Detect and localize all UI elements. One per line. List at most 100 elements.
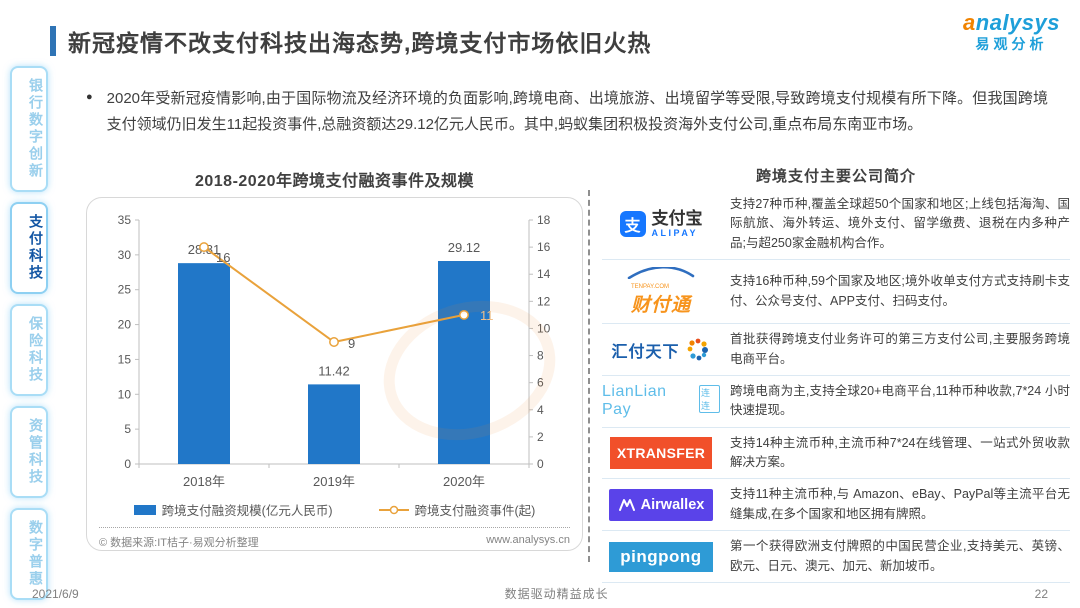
intro-block: ● 2020年受新冠疫情影响,由于国际物流及经济环境的负面影响,跨境电商、出境旅… — [86, 86, 1048, 137]
svg-text:10: 10 — [118, 387, 132, 401]
legend-item-line: 跨境支付融资事件(起) — [378, 500, 536, 519]
company-row-lianlian: LianLian Pay 连连 跨境电商为主,支持全球20+电商平台,11种币种… — [602, 376, 1070, 428]
svg-text:30: 30 — [118, 248, 132, 262]
company-description: 支持16种币种,59个国家及地区;境外收单支付方式支持刷卡支付、公众号支付、AP… — [730, 274, 1070, 308]
company-row-xtransfer: XTRANSFER 支持14种主流币种,主流币种7*24在线管理、一站式外贸收款… — [602, 428, 1070, 480]
alipay-logo: 支 支付宝 ALIPAY — [602, 208, 720, 239]
company-description: 跨境电商为主,支持全球20+电商平台,11种币种收款,7*24 小时快速提现。 — [730, 383, 1070, 418]
intro-text: 2020年受新冠疫情影响,由于国际物流及经济环境的负面影响,跨境电商、出境旅游、… — [106, 90, 1048, 133]
chart-canvas: 0510152025303502468101214161828.8111.422… — [118, 213, 551, 489]
svg-text:20: 20 — [118, 318, 132, 332]
airwallex-mark-icon — [618, 499, 635, 512]
companies-title: 跨境支付主要公司简介 — [755, 168, 916, 185]
pingpong-logo: pingpong — [602, 541, 720, 572]
x-label-2019年: 2019年 — [313, 474, 355, 489]
chart-source-row: © 数据来源:IT桔子·易观分析整理 www.analysys.cn — [99, 527, 570, 550]
lianlian-cn-badge: 连连 — [699, 385, 720, 414]
company-row-airwallex: Airwallex 支持11种主流币种,与 Amazon、eBay、PayPal… — [602, 479, 1070, 532]
sidebar-tab-insurance-tech[interactable]: 保险科技 — [10, 304, 48, 396]
svg-text:29.12: 29.12 — [448, 240, 481, 255]
title-accent-bar — [50, 26, 56, 56]
line-marker-2018年 — [199, 242, 209, 253]
line-marker-2020年 — [459, 309, 469, 320]
section-divider — [588, 190, 590, 562]
svg-text:0: 0 — [124, 457, 131, 471]
airwallex-name: Airwallex — [640, 496, 705, 513]
company-description: 支持14种主流币种,主流币种7*24在线管理、一站式外贸收款解决方案。 — [730, 435, 1070, 469]
alipay-subtitle: ALIPAY — [651, 228, 699, 239]
sidebar-tab-digital-inclusion[interactable]: 数字普惠 — [10, 508, 48, 600]
svg-text:16: 16 — [216, 250, 230, 265]
svg-text:11.42: 11.42 — [318, 363, 350, 378]
svg-text:2: 2 — [537, 430, 544, 444]
svg-text:9: 9 — [348, 336, 355, 351]
company-description: 第一个获得欧洲支付牌照的中国民营企业,支持美元、英镑、欧元、日元、澳元、加元、新… — [730, 539, 1070, 573]
company-row-tenpay: TENPAY.COM 财付通 支持16种币种,59个国家及地区;境外收单支付方式… — [602, 260, 1070, 325]
bar-2018年 — [178, 263, 230, 464]
sidebar-tab-asset-mgmt-tech[interactable]: 资管科技 — [10, 406, 48, 498]
company-row-alipay: 支 支付宝 ALIPAY 支持27种币种,覆盖全球超50个国家和地区;上线包括海… — [602, 189, 1070, 261]
company-description: 支持27种币种,覆盖全球超50个国家和地区;上线包括海淘、国际航旅、海外转运、境… — [730, 197, 1070, 250]
analysys-logo: analysys 易观分析 — [963, 10, 1060, 53]
footer-page-number: 22 — [1034, 586, 1048, 601]
chart-legend: 跨境支付融资规模(亿元人民币) 跨境支付融资事件(起) — [99, 500, 570, 519]
header: 新冠疫情不改支付科技出海态势,跨境支付市场依旧火热 — [50, 24, 651, 58]
company-description: 支持11种主流币种,与 Amazon、eBay、PayPal等主流平台无缝集成,… — [730, 487, 1070, 521]
sidebar-tab-bank-digital-innovation[interactable]: 银行数字创新 — [10, 66, 48, 192]
company-row-pingpong: pingpong 第一个获得欧洲支付牌照的中国民营企业,支持美元、英镑、欧元、日… — [602, 531, 1070, 583]
bar-2020年 — [438, 260, 490, 464]
svg-text:10: 10 — [537, 321, 551, 335]
svg-text:4: 4 — [537, 403, 544, 417]
tenpay-logo: TENPAY.COM 财付通 — [602, 266, 720, 317]
svg-text:14: 14 — [537, 267, 551, 281]
legend-line-label: 跨境支付融资事件(起) — [414, 504, 536, 518]
footer: 2021/6/9 数据驱动精益成长 22 — [0, 585, 1080, 602]
huifu-pinwheel-icon — [687, 338, 708, 360]
tenpay-subtitle: TENPAY.COM — [631, 284, 670, 291]
companies-section: 跨境支付主要公司简介 支 支付宝 ALIPAY 支持27种币种,覆盖全球超50个… — [602, 165, 1070, 583]
chart-card: 0510152025303502468101214161828.8111.422… — [86, 197, 583, 551]
lianlian-logo: LianLian Pay 连连 — [602, 383, 720, 419]
svg-text:16: 16 — [537, 240, 551, 254]
bar-legend-swatch-icon — [133, 504, 156, 515]
svg-text:8: 8 — [537, 349, 544, 363]
website-link[interactable]: www.analysys.cn — [486, 534, 570, 546]
svg-text:18: 18 — [537, 213, 551, 227]
analysys-cn-wordmark: 易观分析 — [975, 36, 1048, 53]
svg-text:25: 25 — [118, 283, 132, 297]
svg-text:5: 5 — [124, 422, 131, 436]
sidebar-tab-payment-tech[interactable]: 支付科技 — [10, 202, 48, 294]
huifu-logo: 汇付天下 — [602, 337, 720, 363]
line-marker-2019年 — [329, 337, 339, 347]
chart-title: 2018-2020年跨境支付融资事件及规模 — [194, 173, 475, 190]
tenpay-swoosh-icon — [627, 266, 695, 280]
svg-text:6: 6 — [537, 376, 544, 390]
footer-date: 2021/6/9 — [32, 586, 79, 601]
sidebar: 银行数字创新支付科技保险科技资管科技数字普惠 — [8, 66, 48, 600]
legend-bar-label: 跨境支付融资规模(亿元人民币) — [161, 504, 333, 518]
footer-slogan: 数据驱动精益成长 — [504, 587, 609, 601]
bullet-icon: ● — [86, 91, 93, 103]
alipay-name: 支付宝 — [651, 208, 703, 228]
page-title: 新冠疫情不改支付科技出海态势,跨境支付市场依旧火热 — [68, 30, 652, 56]
x-label-2018年: 2018年 — [183, 474, 225, 489]
line-legend-marker-icon — [378, 505, 409, 514]
lianlian-name: LianLian Pay — [602, 383, 667, 419]
svg-text:35: 35 — [118, 213, 132, 227]
svg-text:11: 11 — [480, 308, 494, 323]
tenpay-name: 财付通 — [630, 295, 691, 317]
xtransfer-logo: XTRANSFER — [602, 437, 720, 469]
svg-text:15: 15 — [118, 352, 132, 366]
x-label-2020年: 2020年 — [443, 474, 485, 489]
company-description: 首批获得跨境支付业务许可的第三方支付公司,主要服务跨境电商平台。 — [730, 332, 1070, 366]
svg-text:12: 12 — [537, 294, 551, 308]
bar-line-chart: 0510152025303502468101214161828.8111.422… — [99, 204, 570, 500]
svg-text:0: 0 — [537, 457, 544, 471]
huifu-name: 汇付天下 — [611, 343, 680, 361]
alipay-square-icon: 支 — [619, 211, 646, 238]
bar-2019年 — [308, 384, 360, 464]
analysys-wordmark: analysys — [963, 10, 1060, 35]
line-series — [203, 246, 465, 344]
chart-section: 2018-2020年跨境支付融资事件及规模 0 5 10 15 20 25 30 35 0 2 4 6… — [86, 167, 583, 551]
